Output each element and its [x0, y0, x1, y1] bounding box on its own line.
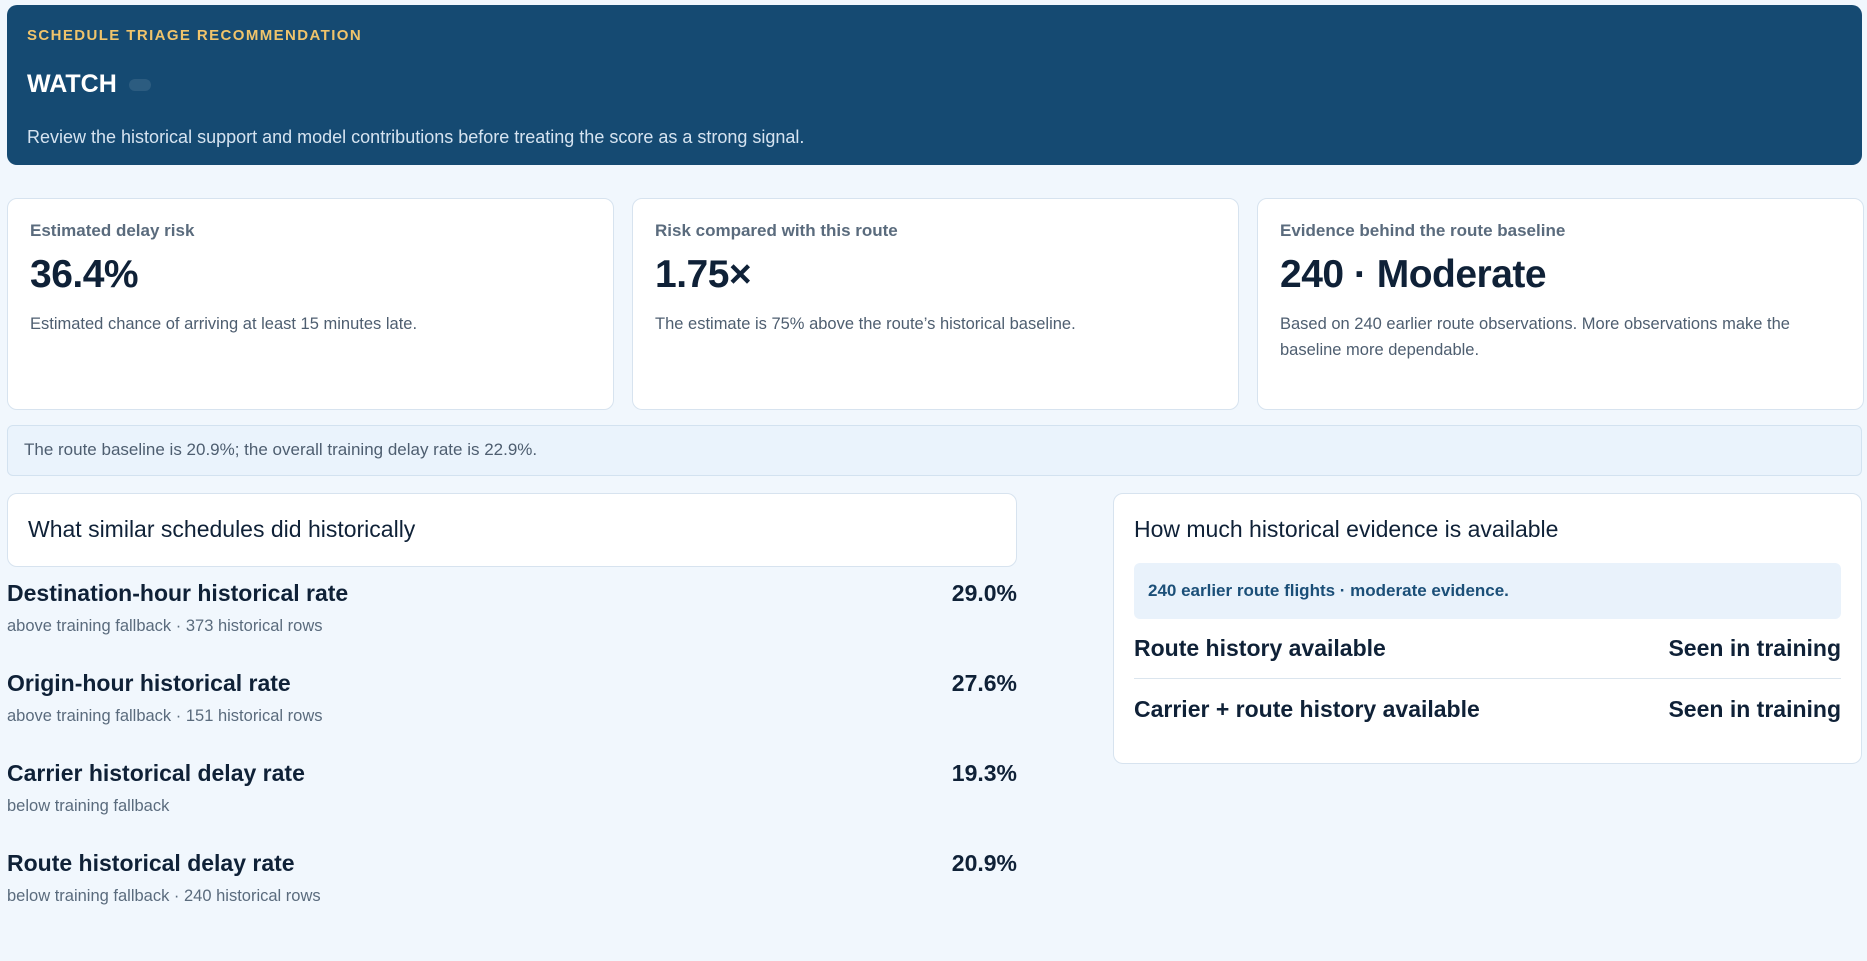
history-value: 20.9%	[951, 850, 1017, 876]
banner-eyebrow: SCHEDULE TRIAGE RECOMMENDATION	[27, 27, 363, 44]
card-value: 1.75×	[655, 253, 752, 296]
evidence-row-label: Carrier + route history available	[1134, 695, 1480, 722]
history-sub: below training fallback	[7, 797, 170, 815]
list-item: Origin-hour historical rate 27.6% above …	[7, 670, 1017, 760]
card-value: 36.4%	[30, 253, 139, 296]
recommendation-banner: SCHEDULE TRIAGE RECOMMENDATION WATCH Rev…	[7, 5, 1862, 165]
card-value: 240 · Moderate	[1280, 253, 1547, 296]
card-route-comparison: Risk compared with this route 1.75× The …	[632, 198, 1239, 410]
recommendation-status: WATCH	[27, 70, 117, 98]
evidence-panel: How much historical evidence is availabl…	[1113, 493, 1862, 764]
card-label: Evidence behind the route baseline	[1280, 221, 1566, 240]
card-note: Based on 240 earlier route observations.…	[1280, 315, 1790, 359]
history-list: Destination-hour historical rate 29.0% a…	[7, 580, 1017, 940]
history-label: Destination-hour historical rate	[7, 580, 349, 606]
card-evidence-baseline: Evidence behind the route baseline 240 ·…	[1257, 198, 1864, 410]
history-value: 27.6%	[951, 670, 1017, 696]
history-label: Route historical delay rate	[7, 850, 295, 876]
evidence-summary: 240 earlier route flights · moderate evi…	[1134, 563, 1841, 619]
history-label: Carrier historical delay rate	[7, 760, 305, 786]
card-label: Risk compared with this route	[655, 221, 898, 240]
card-note: Estimated chance of arriving at least 15…	[30, 315, 418, 333]
evidence-row-value: Seen in training	[1668, 635, 1841, 661]
evidence-row: Carrier + route history available Seen i…	[1134, 679, 1841, 739]
list-item: Destination-hour historical rate 29.0% a…	[7, 580, 1017, 670]
history-section-title: What similar schedules did historically	[7, 493, 1017, 567]
history-sub: below training fallback · 240 historical…	[7, 887, 321, 905]
status-badge	[128, 78, 151, 91]
list-item: Carrier historical delay rate 19.3% belo…	[7, 760, 1017, 850]
evidence-row: Route history available Seen in training	[1134, 619, 1841, 679]
history-sub: above training fallback · 151 historical…	[7, 707, 323, 725]
history-label: Origin-hour historical rate	[7, 670, 291, 696]
evidence-rows: Route history available Seen in training…	[1134, 619, 1841, 739]
card-label: Estimated delay risk	[30, 221, 195, 240]
history-value: 29.0%	[951, 580, 1017, 606]
evidence-row-label: Route history available	[1134, 635, 1386, 661]
evidence-row-value: Seen in training	[1668, 695, 1841, 722]
list-item: Route historical delay rate 20.9% below …	[7, 850, 1017, 940]
banner-description: Review the historical support and model …	[27, 127, 805, 147]
card-delay-risk: Estimated delay risk 36.4% Estimated cha…	[7, 198, 614, 410]
card-note: The estimate is 75% above the route’s hi…	[655, 315, 1076, 333]
baseline-note: The route baseline is 20.9%; the overall…	[7, 425, 1862, 476]
status-row: WATCH	[27, 70, 1842, 99]
evidence-title: How much historical evidence is availabl…	[1134, 516, 1559, 542]
history-value: 19.3%	[951, 760, 1017, 786]
history-sub: above training fallback · 373 historical…	[7, 617, 323, 635]
